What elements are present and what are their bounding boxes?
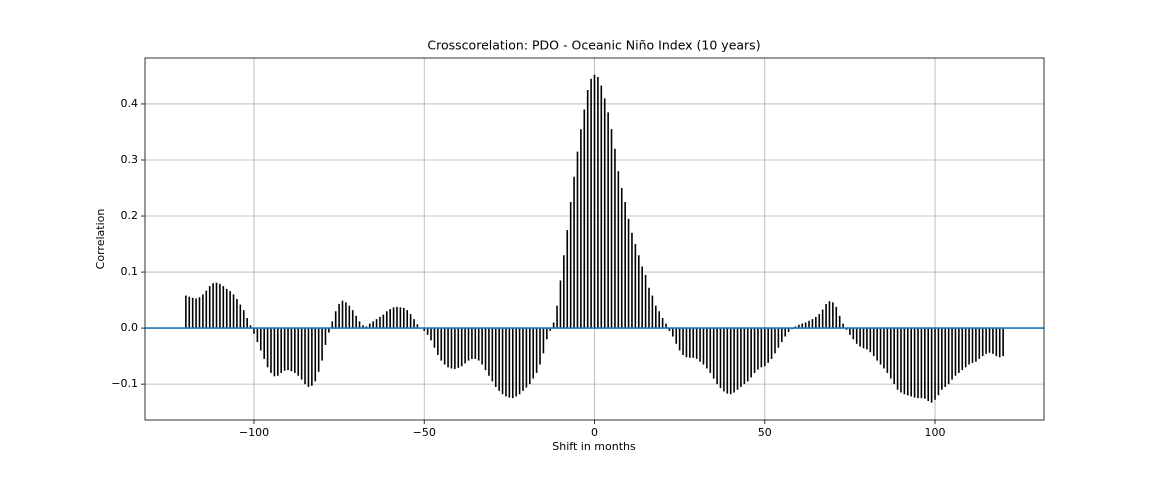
x-tick-label: −100 (239, 426, 269, 439)
x-axis-label: Shift in months (552, 440, 636, 453)
y-tick-label: 0.1 (121, 265, 139, 278)
plot-frame (144, 57, 1045, 421)
y-tick-label: −0.1 (111, 377, 138, 390)
y-tick-label: 0.2 (121, 209, 139, 222)
x-tick-label: 100 (925, 426, 946, 439)
x-tick-label: −50 (413, 426, 436, 439)
y-tick-label: 0.3 (121, 153, 139, 166)
y-tick-label: 0.4 (121, 97, 139, 110)
x-tick-label: 0 (591, 426, 598, 439)
chart-title: Crosscorelation: PDO - Oceanic Niño Inde… (427, 38, 760, 53)
y-tick-label: 0.0 (121, 321, 139, 334)
x-tick-label: 50 (758, 426, 772, 439)
y-axis-label: Correlation (94, 209, 107, 270)
